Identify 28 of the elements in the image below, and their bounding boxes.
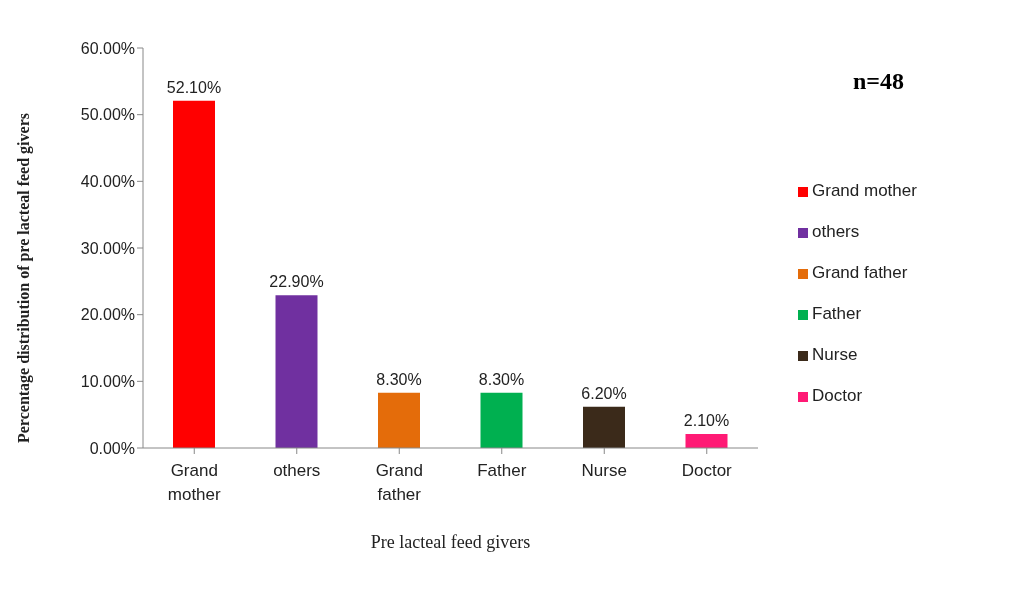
x-tick-label: Doctor bbox=[681, 461, 733, 480]
legend-label: Doctor bbox=[812, 386, 863, 405]
x-tick-label: Grand mother bbox=[167, 461, 222, 504]
y-tick-label: 0.00% bbox=[89, 439, 135, 457]
y-tick-label: 40.00% bbox=[80, 173, 135, 191]
x-tick-label: Grand father bbox=[375, 461, 423, 504]
x-tick-label: Father bbox=[477, 461, 527, 480]
text: n=48 bbox=[853, 68, 905, 95]
legend-label: others bbox=[812, 222, 860, 241]
legend-label: Grand father bbox=[812, 263, 908, 282]
data-label: 22.90% bbox=[269, 273, 324, 291]
y-tick-label: 60.00% bbox=[80, 39, 135, 57]
y-axis-title: Percentage distribution of pre lacteal feed givers bbox=[14, 113, 33, 443]
y-tick-label: 30.00% bbox=[80, 239, 135, 257]
x-axis-title: Pre lacteal feed givers bbox=[370, 532, 531, 552]
data-label: 2.10% bbox=[683, 412, 730, 429]
y-tick-label: 10.00% bbox=[80, 373, 135, 391]
data-label: 8.30% bbox=[376, 370, 422, 388]
x-tick-label: others bbox=[273, 461, 321, 480]
legend-label: Grand mother bbox=[812, 181, 917, 200]
x-tick-label: Nurse bbox=[581, 461, 627, 480]
legend-label: Nurse bbox=[812, 345, 858, 364]
data-label: 52.10% bbox=[166, 78, 222, 96]
y-tick-label: 50.00% bbox=[80, 106, 135, 124]
y-tick-label: 20.00% bbox=[80, 306, 135, 324]
legend-label: Father bbox=[812, 304, 862, 323]
data-label: 6.20% bbox=[581, 384, 627, 402]
data-label: 8.30% bbox=[478, 370, 525, 388]
